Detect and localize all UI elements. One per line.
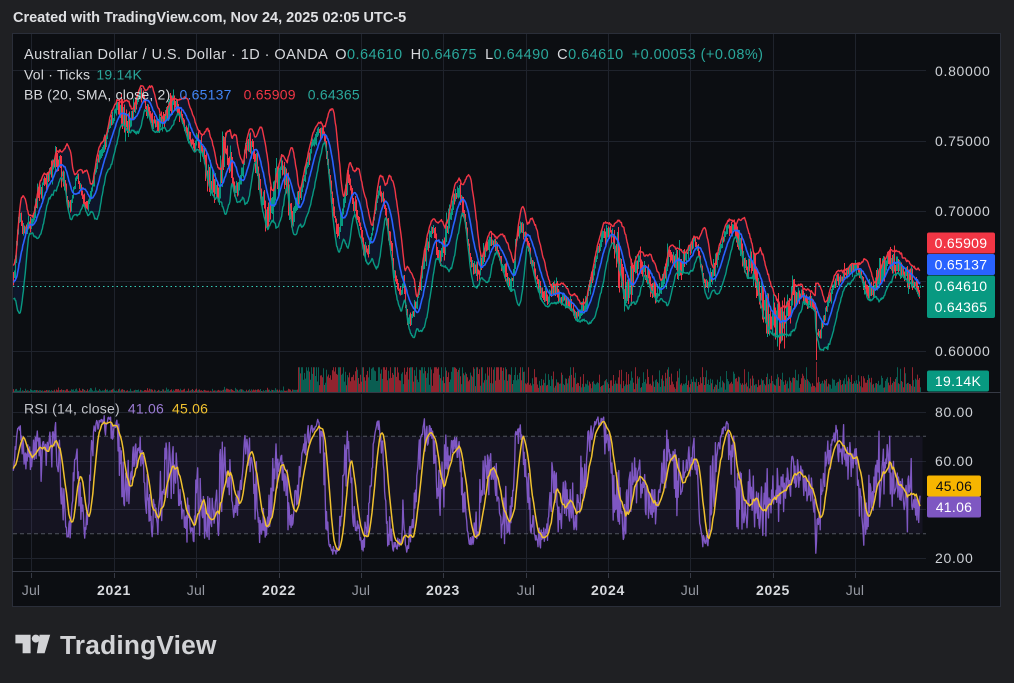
svg-text:0.60000: 0.60000 xyxy=(935,343,991,359)
svg-text:60.00: 60.00 xyxy=(935,453,974,469)
svg-text:Jul: Jul xyxy=(352,582,371,598)
svg-text:0.70000: 0.70000 xyxy=(935,203,991,219)
svg-text:2025: 2025 xyxy=(756,582,790,598)
svg-text:19.14K: 19.14K xyxy=(935,373,982,389)
svg-text:0.80000: 0.80000 xyxy=(935,63,991,79)
svg-text:Vol · Ticks 19.14K: Vol · Ticks 19.14K xyxy=(24,67,142,83)
svg-text:Created with TradingView.com,: Created with TradingView.com, Nov 24, 20… xyxy=(13,10,406,26)
svg-text:2023: 2023 xyxy=(426,582,460,598)
svg-text:Australian Dollar / U.S. Dolla: Australian Dollar / U.S. Dollar · 1D · O… xyxy=(24,47,763,63)
svg-text:2024: 2024 xyxy=(591,582,625,598)
svg-text:80.00: 80.00 xyxy=(935,404,974,420)
svg-text:0.64610: 0.64610 xyxy=(935,278,988,294)
svg-text:0.64365: 0.64365 xyxy=(935,299,988,315)
svg-text:Jul: Jul xyxy=(22,582,41,598)
svg-text:2021: 2021 xyxy=(97,582,131,598)
svg-text:TradingView: TradingView xyxy=(60,630,217,660)
svg-text:Jul: Jul xyxy=(681,582,700,598)
svg-text:20.00: 20.00 xyxy=(935,550,974,566)
svg-text:Jul: Jul xyxy=(187,582,206,598)
svg-text:0.75000: 0.75000 xyxy=(935,133,991,149)
svg-text:0.65137: 0.65137 xyxy=(935,257,988,273)
svg-text:Jul: Jul xyxy=(846,582,865,598)
svg-text:0.65909: 0.65909 xyxy=(935,235,988,251)
svg-text:45.06: 45.06 xyxy=(936,478,973,494)
svg-text:Jul: Jul xyxy=(517,582,536,598)
svg-text:2022: 2022 xyxy=(262,582,296,598)
svg-text:41.06: 41.06 xyxy=(936,499,973,515)
